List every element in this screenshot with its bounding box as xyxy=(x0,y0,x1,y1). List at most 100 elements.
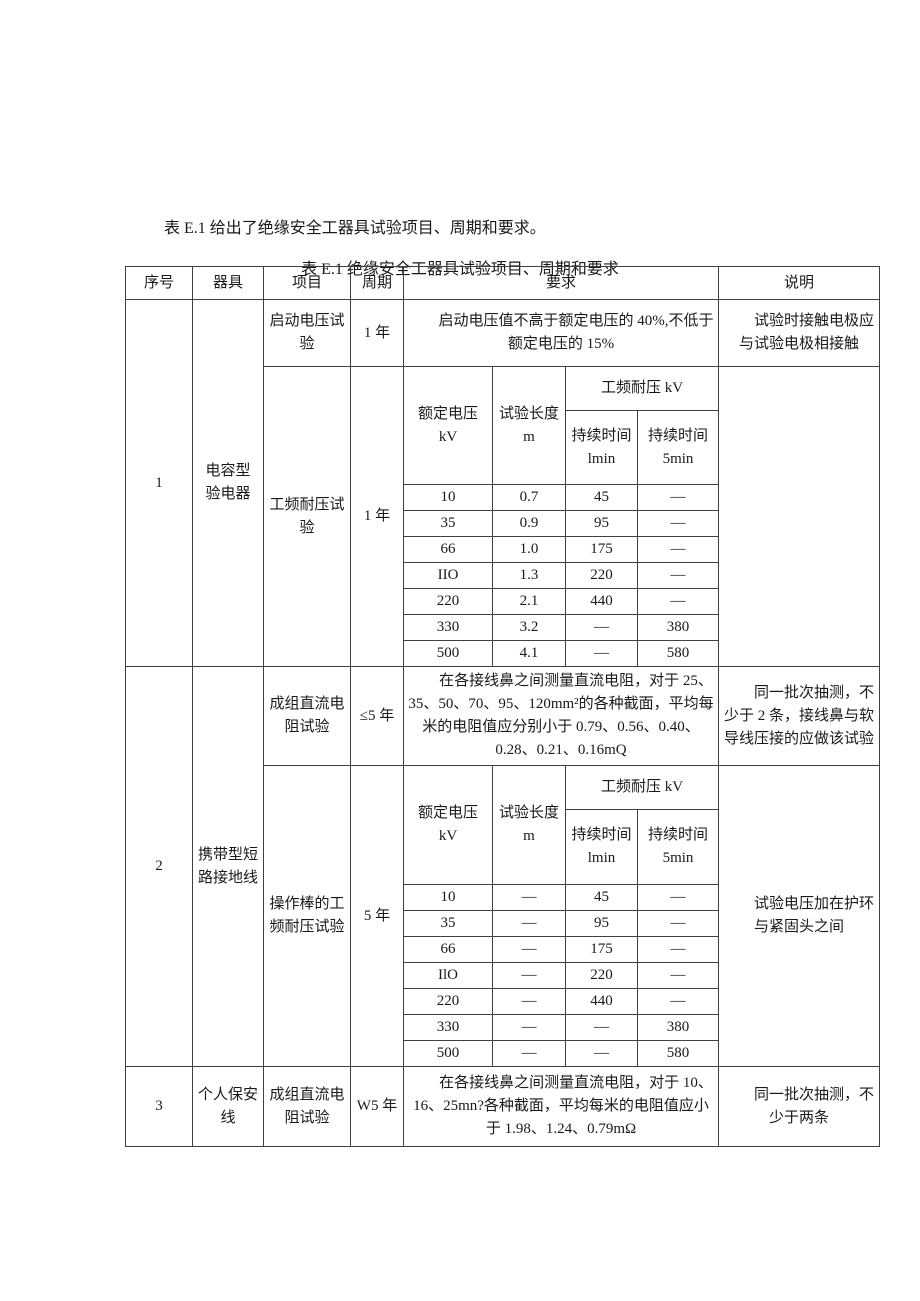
test-length-value: 3.2 xyxy=(492,614,566,641)
rated-voltage-value: 35 xyxy=(403,910,493,937)
col-header-item: 项目 xyxy=(263,266,351,300)
duration-5min-value: 580 xyxy=(636,640,720,667)
duration-5min-value: — xyxy=(636,510,720,537)
data-row: 220 — 440 — xyxy=(126,988,880,1015)
data-row: 66 1.0 175 — xyxy=(126,536,880,563)
duration-5min-value: — xyxy=(636,962,720,989)
requirement-cell: 启动电压值不高于额定电压的 40%,不低于额定电压的 15% xyxy=(402,299,720,367)
tool-cell: 携带型短 路接地线 xyxy=(192,666,264,1067)
item-cell: 启动电压试 验 xyxy=(263,299,351,367)
test-length-value: — xyxy=(492,962,566,989)
duration-5min-value: — xyxy=(636,588,720,615)
test-length-value: 1.3 xyxy=(492,562,566,589)
test-length-value: — xyxy=(492,910,566,937)
requirement-cell: 在各接线鼻之间测量直流电阻，对于 25、35、50、70、95、120mm²的各… xyxy=(402,666,720,766)
rated-voltage-value: 330 xyxy=(403,1014,493,1041)
test-length-header: 试验长度 m xyxy=(492,366,566,485)
period-cell: ≤5 年 xyxy=(350,666,404,766)
duration-5min-value: 380 xyxy=(636,1014,720,1041)
duration-1min-value: — xyxy=(565,614,638,641)
item-cell: 成组直流电 阻试验 xyxy=(263,1066,351,1147)
duration-1min-value: 95 xyxy=(565,510,638,537)
item-cell: 操作棒的工 频耐压试验 xyxy=(263,765,351,1067)
data-row: IIO 1.3 220 — xyxy=(126,562,880,589)
period-cell: 1 年 xyxy=(350,366,404,667)
period-cell: 1 年 xyxy=(350,299,404,367)
duration-1min-header: 持续时间 lmin xyxy=(565,809,638,885)
test-items-table: 序号 器具 项目 周期 要求 说明 1 电容型 验电器 启动电压试 验 1 年 … xyxy=(125,266,881,1147)
note-cell: 同一批次抽测，不少于两条 xyxy=(718,1066,881,1147)
item-cell: 成组直流电 阻试验 xyxy=(263,666,351,766)
item-cell: 工频耐压试 验 xyxy=(263,366,351,667)
period-cell: 5 年 xyxy=(350,765,404,1067)
rated-voltage-header: 额定电压 kV xyxy=(403,765,493,885)
duration-5min-value: — xyxy=(636,484,720,511)
duration-1min-value: 220 xyxy=(565,962,638,989)
data-row: 330 — — 380 xyxy=(126,1014,880,1041)
test-length-header: 试验长度 m xyxy=(492,765,566,885)
section1-subheader-row2: 持续时间 lmin 持续时间 5min xyxy=(126,410,880,485)
test-length-value: 0.9 xyxy=(492,510,566,537)
note-cell: 试验时接触电极应与试验电极相接触 xyxy=(718,299,881,367)
section1-subheader-row1: 工频耐压试 验 1 年 额定电压 kV 试验长度 m 工频耐压 kV xyxy=(126,366,881,667)
duration-1min-value: — xyxy=(565,1014,638,1041)
seq-cell: 1 xyxy=(125,299,193,667)
duration-1min-header: 持续时间 lmin xyxy=(565,410,638,485)
duration-5min-value: — xyxy=(636,910,720,937)
col-header-note: 说明 xyxy=(718,266,881,300)
rated-voltage-value: IIO xyxy=(403,562,493,589)
duration-5min-value: — xyxy=(636,536,720,563)
period-cell: W5 年 xyxy=(350,1066,404,1147)
intro-paragraph: 表 E.1 给出了绝缘安全工器具试验项目、周期和要求。 xyxy=(164,220,546,237)
duration-1min-value: 95 xyxy=(565,910,638,937)
rated-voltage-value: 220 xyxy=(403,588,493,615)
rated-voltage-value: 500 xyxy=(403,1040,493,1067)
test-length-value: 4.1 xyxy=(492,640,566,667)
duration-5min-value: 580 xyxy=(636,1040,720,1067)
col-header-requirement: 要求 xyxy=(402,266,720,300)
duration-1min-value: 440 xyxy=(565,988,638,1015)
test-length-value: — xyxy=(492,936,566,963)
test-length-value: — xyxy=(492,1040,566,1067)
rated-voltage-header: 额定电压 kV xyxy=(403,366,493,485)
rated-voltage-value: 35 xyxy=(403,510,493,537)
rated-voltage-value: 500 xyxy=(403,640,493,667)
duration-5min-value: — xyxy=(636,988,720,1015)
data-row: 220 2.1 440 — xyxy=(126,588,880,615)
withstand-header: 工频耐压 kV xyxy=(564,765,720,810)
tool-cell: 电容型 验电器 xyxy=(192,299,264,667)
test-length-value: — xyxy=(492,884,566,911)
rated-voltage-value: 66 xyxy=(403,536,493,563)
data-row: 10 — 45 — xyxy=(126,884,880,911)
duration-1min-value: — xyxy=(565,640,638,667)
header-row: 序号 器具 项目 周期 要求 说明 xyxy=(125,266,881,300)
tool-cell: 个人保安 线 xyxy=(192,1066,264,1147)
duration-1min-value: 440 xyxy=(565,588,638,615)
duration-5min-value: 380 xyxy=(636,614,720,641)
rated-voltage-value: 220 xyxy=(403,988,493,1015)
seq-cell: 3 xyxy=(125,1066,193,1147)
section2-subheader-row1: 操作棒的工 频耐压试验 5 年 额定电压 kV 试验长度 m 工频耐压 kV 试… xyxy=(126,765,881,1067)
duration-1min-value: 175 xyxy=(565,936,638,963)
seq-cell: 2 xyxy=(125,666,193,1067)
data-row: 10 0.7 45 — xyxy=(126,484,880,511)
test-length-value: 1.0 xyxy=(492,536,566,563)
duration-5min-value: — xyxy=(636,884,720,911)
test-length-value: — xyxy=(492,1014,566,1041)
section1-row-a: 1 电容型 验电器 启动电压试 验 1 年 启动电压值不高于额定电压的 40%,… xyxy=(125,299,881,667)
duration-1min-value: 175 xyxy=(565,536,638,563)
test-length-value: — xyxy=(492,988,566,1015)
col-header-period: 周期 xyxy=(350,266,404,300)
col-header-seq: 序号 xyxy=(125,266,193,300)
rated-voltage-value: 10 xyxy=(403,484,493,511)
section2-row-a: 2 携带型短 路接地线 成组直流电 阻试验 ≤5 年 在各接线鼻之间测量直流电阻… xyxy=(125,666,881,1067)
test-length-value: 0.7 xyxy=(492,484,566,511)
rated-voltage-value: IlO xyxy=(403,962,493,989)
data-row: 330 3.2 — 380 xyxy=(126,614,880,641)
duration-1min-value: 45 xyxy=(565,884,638,911)
col-header-tool: 器具 xyxy=(192,266,264,300)
duration-1min-value: — xyxy=(565,1040,638,1067)
data-row: 35 0.9 95 — xyxy=(126,510,880,537)
withstand-header: 工频耐压 kV xyxy=(564,366,720,411)
